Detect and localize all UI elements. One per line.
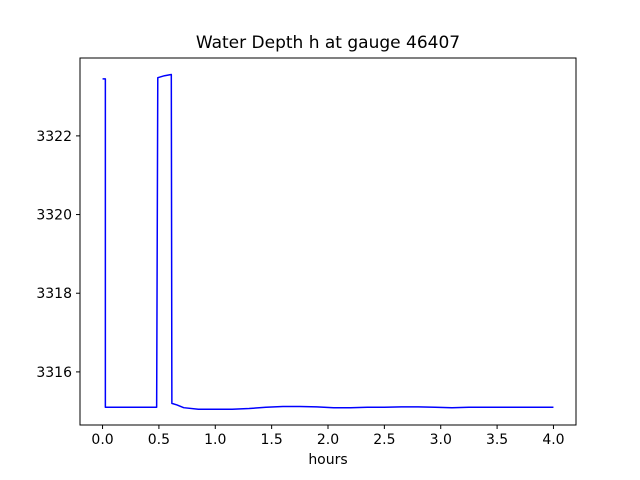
x-tick-label: 1.5 — [261, 432, 283, 448]
x-tick-label: 0.5 — [148, 432, 170, 448]
x-tick-label: 4.0 — [542, 432, 564, 448]
x-tick-label: 3.0 — [430, 432, 452, 448]
x-tick-group: 0.0 0.5 1.0 1.5 2.0 2.5 3.0 3.5 4.0 — [91, 425, 565, 448]
y-tick-label: 3316 — [36, 365, 72, 381]
y-tick-label: 3320 — [36, 208, 72, 224]
y-tick-label: 3318 — [36, 286, 72, 302]
y-tick-label: 3322 — [36, 129, 72, 145]
x-tick-label: 1.0 — [204, 432, 226, 448]
x-axis-label: hours — [308, 452, 347, 468]
y-tick-group: 3316 3318 3320 3322 — [36, 129, 80, 381]
axes-frame — [79, 57, 577, 426]
x-tick-label: 2.0 — [317, 432, 339, 448]
water-depth-line — [102, 73, 554, 411]
x-tick-label: 2.5 — [373, 432, 395, 448]
x-tick-label: 3.5 — [486, 432, 508, 448]
x-tick-label: 0.0 — [91, 432, 113, 448]
chart-title: Water Depth h at gauge 46407 — [196, 33, 460, 53]
